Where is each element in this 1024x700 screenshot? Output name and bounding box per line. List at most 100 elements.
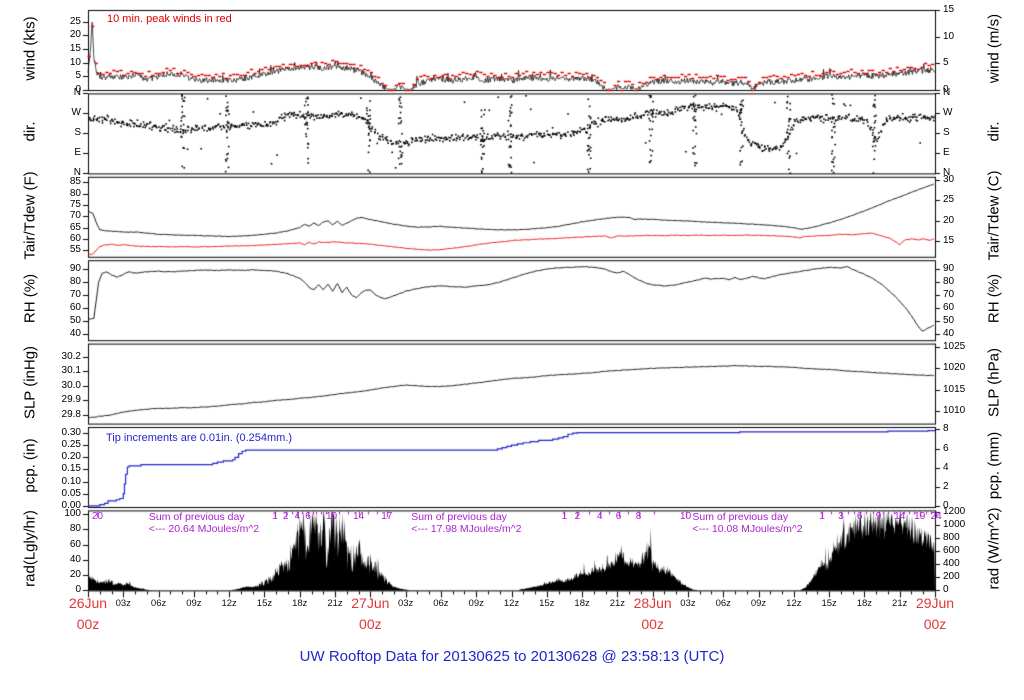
tick-label-left-temp: 65 <box>69 221 81 233</box>
date-label-hour: 00z <box>76 616 100 632</box>
tick-label-left-pcp: 0.30 <box>61 427 81 439</box>
y-label-rad-right: rad (W/m^2) <box>985 507 1003 590</box>
hour-label: 03z <box>115 598 131 609</box>
tick-label-right-rad: 600 <box>943 545 960 557</box>
tick-label-left-slp: 30.1 <box>61 365 81 377</box>
tick-label-left-dir: W <box>71 107 81 119</box>
date-label: 26Jun <box>68 595 108 611</box>
tick-label-left-temp: 70 <box>69 210 81 222</box>
tick-label-left-rad: 60 <box>69 538 81 550</box>
tick-label-right-temp: 25 <box>943 194 955 206</box>
tick-label-left-rh: 60 <box>69 301 81 313</box>
rad-cum-label: 14 <box>894 511 906 523</box>
tick-label-right-dir: N <box>943 167 951 179</box>
date-label-hour: 00z <box>641 616 664 632</box>
tick-label-left-pcp: 0.00 <box>61 499 81 511</box>
rad-cum-label: 4 <box>596 511 603 523</box>
tick-label-left-temp: 60 <box>69 232 81 244</box>
tick-label-right-wind: 0 <box>943 84 949 95</box>
rad-cum-label: 2 <box>574 511 581 523</box>
hour-label: 21z <box>609 598 626 609</box>
tick-label-left-slp: 29.9 <box>61 394 81 406</box>
rad-cum-label: 1 <box>819 511 825 523</box>
tick-label-left-rh: 40 <box>69 327 81 339</box>
rad-cum-label: 3 <box>838 511 844 523</box>
tick-label-right-wind: 10 <box>943 30 955 42</box>
tick-label-right-temp: 15 <box>943 235 955 247</box>
tick-label-left-slp: 30.0 <box>61 379 81 391</box>
hour-label: 15z <box>256 598 273 609</box>
tick-label-right-wind: 5 <box>943 57 949 69</box>
tick-label-left-rad: 40 <box>69 553 81 565</box>
hour-label: 09z <box>750 598 767 609</box>
rad-cum-label: 19 <box>914 511 926 523</box>
hour-label: 12z <box>503 598 520 609</box>
tick-label-right-rh: 90 <box>943 263 955 275</box>
tick-label-left-dir: N <box>73 87 81 99</box>
pcp-tip-annotation: Tip increments are 0.01in. (0.254mm.) <box>106 432 293 444</box>
hour-label: 21z <box>892 598 908 609</box>
figure-title: UW Rooftop Data for 20130625 to 20130628… <box>299 648 725 665</box>
tick-label-right-slp: 1020 <box>943 362 966 374</box>
hour-label: 15z <box>539 598 555 609</box>
tick-label-right-dir: W <box>943 107 953 119</box>
rad-sum-annotation-line1: Sum of previous day <box>692 511 789 524</box>
rad-sum-annotation-line2: <--- 20.64 MJoules/m^2 <box>148 523 260 536</box>
tick-label-right-rh: 50 <box>943 314 955 326</box>
tick-label-right-rad: 1200 <box>943 505 966 517</box>
hour-label: 06z <box>715 598 731 609</box>
rad-sum-annotation-line1: Sum of previous day <box>411 511 507 524</box>
rad-cum-label: 8 <box>635 511 642 523</box>
tick-label-left-pcp: 0.10 <box>61 475 81 487</box>
tick-label-left-rh: 50 <box>69 314 81 326</box>
tick-label-left-rh: 80 <box>69 276 81 288</box>
tick-label-left-dir: S <box>74 127 81 139</box>
hour-label: 18z <box>292 598 308 609</box>
rad-cum-label: 20 <box>91 511 103 523</box>
tick-label-left-temp: 75 <box>69 198 81 210</box>
tick-label-left-rad: 80 <box>69 523 81 535</box>
tick-label-left-wind: 0 <box>75 84 81 95</box>
hour-label: 21z <box>327 598 343 609</box>
tick-label-right-rh: 70 <box>943 289 955 301</box>
hour-label: 09z <box>468 598 484 609</box>
tick-label-left-pcp: 0.20 <box>61 451 81 463</box>
tick-label-left-wind: 20 <box>69 29 81 41</box>
date-label-hour: 00z <box>923 616 947 632</box>
hour-label: 09z <box>186 598 202 609</box>
rad-cum-label: 4 <box>294 511 301 523</box>
date-label: 27Jun <box>351 595 390 611</box>
tick-label-right-rad: 1000 <box>943 518 966 530</box>
tick-label-right-temp: 20 <box>943 214 955 226</box>
rad-cum-label: 9 <box>875 511 882 523</box>
tick-label-left-wind: 15 <box>69 43 81 55</box>
hour-label: 15z <box>821 598 837 609</box>
tick-label-right-slp: 1015 <box>943 383 966 395</box>
tick-label-left-slp: 29.8 <box>61 408 81 420</box>
date-label: 29Jun <box>915 595 955 611</box>
rad-cum-label: 17 <box>381 511 393 523</box>
rad-cum-label: 1 <box>272 511 278 523</box>
tick-label-left-dir: E <box>74 147 81 159</box>
tick-label-right-pcp: 0 <box>943 499 949 511</box>
rad-cum-label: 14 <box>353 511 365 523</box>
rad-cum-label: 10 <box>325 511 338 523</box>
tick-label-right-rad: 0 <box>943 584 949 596</box>
tick-label-right-pcp: 6 <box>943 442 949 454</box>
tick-label-left-wind: 25 <box>69 15 81 27</box>
tick-label-left-dir: N <box>73 167 81 179</box>
rad-cum-label: 10 <box>680 511 692 523</box>
tick-label-right-wind: 15 <box>943 4 955 16</box>
tick-label-left-temp: 55 <box>69 244 81 256</box>
tick-label-left-rad: 20 <box>69 569 81 581</box>
tick-label-left-wind: 10 <box>69 56 81 68</box>
wind-peak-annotation: 10 min. peak winds in red <box>107 13 232 25</box>
date-label: 28Jun <box>633 595 672 611</box>
tick-label-left-slp: 30.2 <box>61 350 81 362</box>
rad-cum-label: 2 <box>282 511 289 523</box>
tick-label-right-dir: S <box>943 127 950 139</box>
tick-label-right-rh: 40 <box>943 327 955 339</box>
hour-label: 06z <box>150 598 167 609</box>
